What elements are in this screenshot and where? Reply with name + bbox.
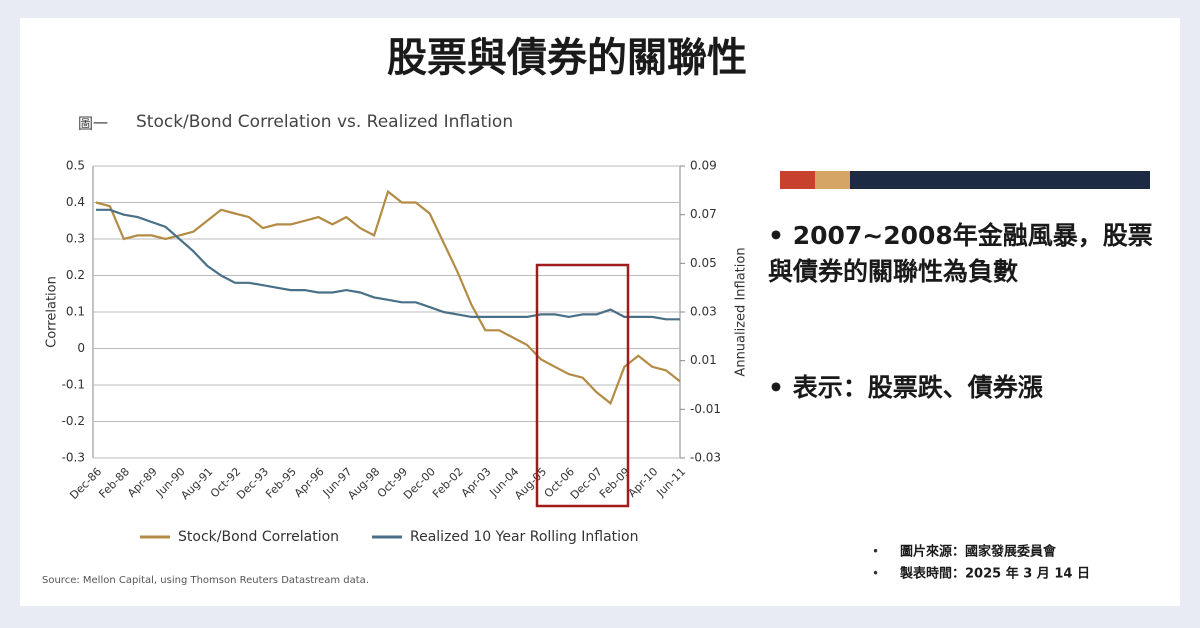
y-tick-label: -0.3 <box>62 451 85 465</box>
x-tick-label: Dec-00 <box>401 465 438 502</box>
note-bullet: • <box>872 567 879 581</box>
figure-label: 圖一 <box>78 115 108 133</box>
y2-tick-label: 0.05 <box>690 256 717 270</box>
slide-title: 股票與債券的關聯性 <box>387 35 747 81</box>
x-tick-label: Jun-11 <box>653 465 688 500</box>
source: Source: Mellon Capital, using Thomson Re… <box>42 575 369 586</box>
x-tick-label: Dec-86 <box>67 465 104 502</box>
y-tick-label: -0.2 <box>62 414 85 428</box>
series-line <box>96 208 680 321</box>
y-tick-label: 0.3 <box>66 232 85 246</box>
note: 製表時間：2025 年 3 月 14 日 <box>899 566 1090 582</box>
bullet: • 2007~2008年金融風暴，股票與債券的關聯性為負數 <box>768 221 1153 286</box>
y2-axis-label: Annualized Inflation <box>734 247 749 376</box>
x-tick-label: Feb-02 <box>430 465 466 501</box>
deco-bar <box>850 171 1150 189</box>
y2-tick-label: 0.01 <box>690 353 717 367</box>
y2-tick-label: -0.01 <box>690 402 721 416</box>
y-tick-label: -0.1 <box>62 378 85 392</box>
bullet-text: 2007~2008年金融風暴，股票與債券的關聯性為負數 <box>768 221 1153 286</box>
x-tick-label: Apr-89 <box>125 465 160 500</box>
x-tick-label: Dec-07 <box>568 465 605 502</box>
y-axis-label: Correlation <box>45 276 60 348</box>
chart-title: Stock/Bond Correlation vs. Realized Infl… <box>136 112 513 132</box>
deco-bar <box>780 171 815 189</box>
y-tick-label: 0 <box>77 341 85 355</box>
note: 圖片來源：國家發展委員會 <box>900 544 1057 560</box>
x-tick-label: Apr-10 <box>626 465 661 500</box>
y2-tick-label: 0.07 <box>690 207 717 221</box>
x-tick-label: Apr-96 <box>292 465 327 500</box>
x-tick-label: Dec-93 <box>234 465 271 502</box>
bullet-text: 表示：股票跌、債券漲 <box>792 373 1043 402</box>
y-tick-label: 0.5 <box>66 159 85 173</box>
highlight-box <box>535 263 630 508</box>
y-tick-label: 0.1 <box>66 305 85 319</box>
x-tick-label: Feb-88 <box>96 465 132 501</box>
x-tick-label: Feb-95 <box>263 465 299 501</box>
y2-tick-label: 0.09 <box>690 159 717 173</box>
x-tick-label: Apr-03 <box>459 465 494 500</box>
y-tick-label: 0.2 <box>66 268 85 282</box>
bullet: • 表示：股票跌、債券漲 <box>768 373 1043 402</box>
note-bullet: • <box>872 545 879 559</box>
y2-tick-label: 0.03 <box>690 305 717 319</box>
y2-tick-label: -0.03 <box>690 451 721 465</box>
y-tick-label: 0.4 <box>66 195 85 209</box>
deco-bar <box>815 171 850 189</box>
series-line <box>95 189 681 406</box>
legend-label: Stock/Bond Correlation <box>178 529 339 545</box>
legend-label: Realized 10 Year Rolling Inflation <box>410 529 638 545</box>
